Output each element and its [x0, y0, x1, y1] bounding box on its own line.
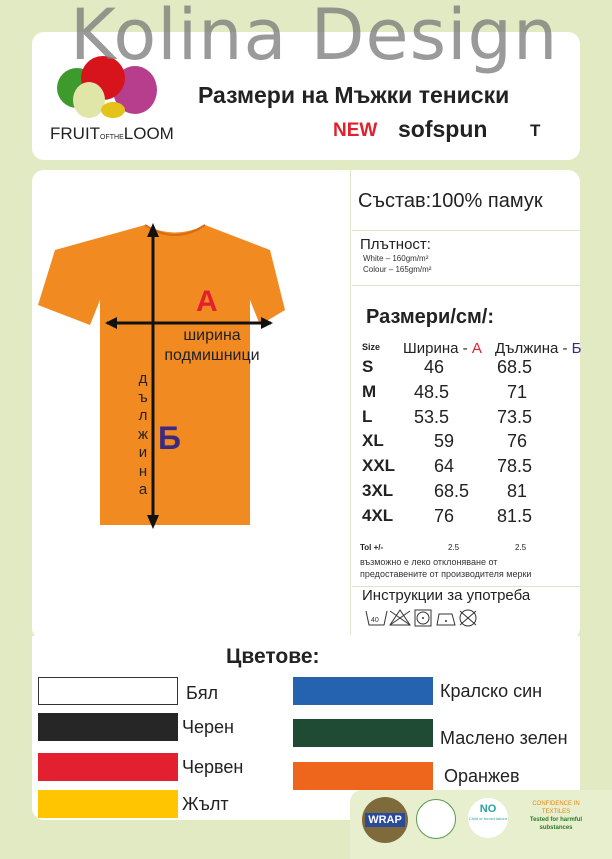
- size-row: L 53.5 73.5: [362, 407, 602, 432]
- page-title: Размери на Мъжки тениски: [198, 82, 510, 108]
- brand-name: FRUITOFTHELOOM: [50, 124, 174, 143]
- size-label: M: [362, 382, 377, 401]
- product-logo: sofspun: [398, 116, 488, 142]
- length-value: 73.5: [497, 407, 533, 427]
- care-icons: 40: [365, 609, 477, 627]
- no-child-labour-logo: NO Child or forced labour: [468, 798, 508, 838]
- label-a: А: [196, 285, 218, 318]
- globe-logo: [416, 799, 456, 839]
- color-name: Червен: [182, 757, 244, 777]
- fruit-logo: [57, 56, 157, 118]
- svg-text:40: 40: [371, 617, 379, 624]
- header-width: Ширина - А: [403, 340, 482, 357]
- color-name: Маслено зелен: [440, 728, 568, 748]
- color-swatch: [293, 677, 433, 705]
- color-name: Бял: [186, 683, 219, 703]
- tolerance-note-1: възможно е леко отклоняване от: [360, 557, 498, 567]
- tolerance-note-2: предоставените от производителя мерки: [360, 569, 532, 579]
- size-row: XXL 64 78.5: [362, 456, 602, 481]
- colors-title: Цветове:: [226, 645, 320, 668]
- watermark: Kolina Design: [70, 0, 559, 76]
- length-value: 76: [507, 431, 528, 451]
- color-name: Оранжев: [444, 766, 520, 786]
- size-row: XL 59 76: [362, 431, 602, 456]
- size-label: 3XL: [362, 481, 394, 500]
- no-dry-clean-icon: [459, 609, 477, 627]
- width-label: ширина подмишници: [164, 327, 260, 364]
- size-label: XL: [362, 431, 384, 450]
- density-white: White – 160gm/m²: [363, 254, 429, 263]
- tshirt-shape: [38, 225, 285, 525]
- care-title: Инструкции за употреба: [362, 587, 531, 604]
- color-swatch: [38, 713, 178, 741]
- width-value: 68.5: [434, 481, 470, 501]
- tolerance-row: Tol +/- 2.5 2.5: [360, 543, 527, 552]
- width-value: 46: [424, 357, 445, 377]
- size-row: S 46 68.5: [362, 357, 602, 382]
- right-column-divider: [350, 170, 351, 635]
- divider: [352, 230, 580, 231]
- width-value: 48.5: [414, 382, 450, 402]
- size-row: 3XL 68.5 81: [362, 481, 602, 506]
- color-name: Кралско син: [440, 681, 543, 701]
- color-swatch: [38, 790, 178, 818]
- wrap-logo: WRAP: [362, 797, 408, 843]
- length-value: 78.5: [497, 456, 533, 476]
- color-swatch: [38, 753, 178, 781]
- width-value: 59: [434, 431, 455, 451]
- density-colour: Colour – 165gm/m²: [363, 265, 432, 274]
- width-value: 64: [434, 456, 455, 476]
- size-row: M 48.5 71: [362, 382, 602, 407]
- confidence-in-textiles-logo: CONFIDENCE IN TEXTILES Tested for harmful…: [529, 801, 583, 831]
- label-b: Б: [158, 420, 181, 456]
- header-length: Дължина - Б: [495, 340, 582, 357]
- iron-low-icon: [436, 613, 456, 626]
- color-name: Жълт: [182, 794, 229, 814]
- color-swatch: [38, 677, 178, 705]
- size-row: 4XL 76 81.5: [362, 506, 602, 531]
- divider: [352, 285, 580, 286]
- length-value: 81: [507, 481, 528, 501]
- size-label: S: [362, 357, 374, 376]
- composition: Състав:100% памук: [358, 190, 543, 212]
- color-name: Черен: [182, 717, 234, 737]
- length-value: 81.5: [497, 506, 533, 526]
- length-value: 68.5: [497, 357, 533, 377]
- size-label: 4XL: [362, 506, 394, 525]
- tshirt-diagram: [38, 223, 285, 529]
- size-label: XXL: [362, 456, 396, 475]
- product-suffix: T: [530, 121, 541, 140]
- size-label: L: [362, 407, 373, 426]
- width-value: 76: [434, 506, 455, 526]
- color-swatch: [293, 719, 433, 747]
- sizes-title: Размери/см/:: [366, 306, 495, 328]
- density-label: Плътност:: [360, 236, 431, 253]
- tumble-dry-icon: [414, 609, 432, 627]
- length-value: 71: [507, 382, 528, 402]
- wash-40-icon: 40: [365, 610, 388, 626]
- header-size: Size: [362, 342, 381, 352]
- divider: [352, 586, 580, 587]
- width-value: 53.5: [414, 407, 450, 427]
- no-bleach-icon: [389, 609, 411, 626]
- new-label: NEW: [333, 120, 378, 141]
- color-swatch: [293, 762, 433, 790]
